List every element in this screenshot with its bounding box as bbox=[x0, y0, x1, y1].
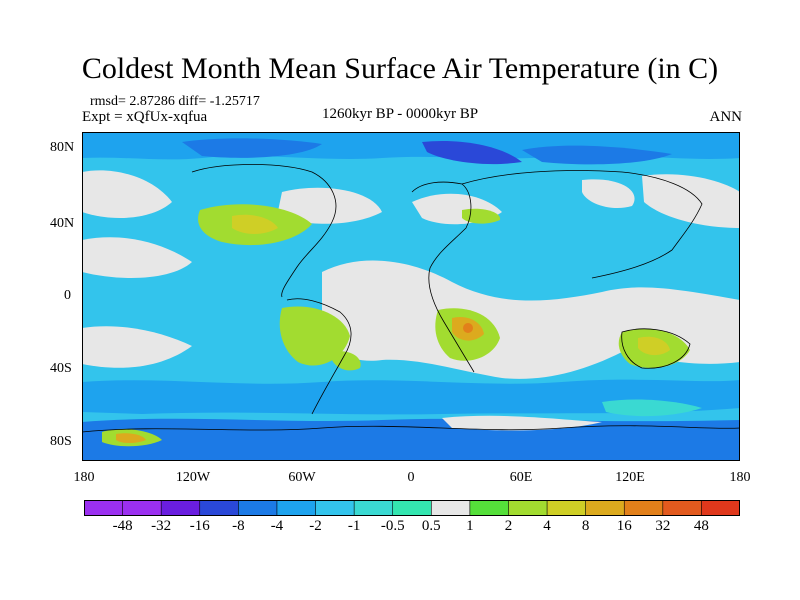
colorbar-swatch bbox=[623, 500, 664, 516]
colorbar-label: 4 bbox=[543, 518, 551, 534]
lat-label-80n: 80N bbox=[50, 140, 75, 155]
colorbar-label: -32 bbox=[151, 518, 172, 534]
lat-label-0: 0 bbox=[64, 288, 71, 303]
colorbar-label: -4 bbox=[270, 518, 284, 534]
africa-warm-field bbox=[435, 308, 500, 361]
coastline-north-america bbox=[191, 164, 337, 298]
colorbar-swatch bbox=[392, 500, 432, 516]
colorbar-frame bbox=[84, 500, 740, 516]
colorbar-swatch bbox=[469, 500, 510, 516]
coastlines bbox=[82, 164, 740, 433]
coastline-south-america bbox=[286, 298, 352, 415]
colorbar-swatch bbox=[160, 500, 201, 516]
lon-label-60e: 60E bbox=[509, 470, 533, 485]
map-frame bbox=[82, 132, 740, 461]
colorbar-label: -16 bbox=[189, 518, 210, 534]
colorbar-label: 2 bbox=[504, 518, 513, 534]
lon-label-0: 0 bbox=[407, 470, 415, 485]
colorbar-label: -2 bbox=[309, 518, 322, 534]
north-america-warm-field bbox=[198, 204, 501, 246]
colorbar-swatch bbox=[701, 500, 740, 516]
north-neutral-field bbox=[82, 170, 740, 228]
southern-ocean-field bbox=[82, 379, 740, 461]
map-title: Coldest Month Mean Surface Air Temperatu… bbox=[81, 52, 719, 85]
lat-label-40n: 40N bbox=[50, 216, 75, 231]
lon-label-60w: 60W bbox=[288, 470, 316, 485]
colorbar-label: -8 bbox=[232, 518, 245, 534]
colorbar-swatch bbox=[84, 500, 124, 516]
coastline-asia bbox=[461, 170, 703, 279]
coastline-antarctica bbox=[82, 425, 740, 433]
colorbar-swatch bbox=[585, 500, 625, 516]
colorbar bbox=[84, 500, 740, 516]
colorbar-label: 48 bbox=[693, 518, 709, 534]
colorbar-swatch bbox=[430, 500, 471, 516]
arctic-field bbox=[82, 132, 740, 165]
colorbar-swatch bbox=[199, 500, 239, 516]
colorbar-swatch bbox=[546, 500, 587, 516]
experiment-text: Expt = xQfUx-xqfua bbox=[82, 109, 208, 125]
africa-hotspot bbox=[463, 323, 473, 333]
temperature-map bbox=[82, 132, 740, 461]
stats-text: rmsd= 2.87286 diff= -1.25717 bbox=[90, 94, 260, 109]
season-text: ANN bbox=[709, 109, 743, 125]
colorbar-label: -48 bbox=[112, 518, 133, 534]
colorbar-swatch bbox=[353, 500, 394, 516]
lon-label-120w: 120W bbox=[175, 470, 211, 485]
colorbar-label: 16 bbox=[616, 518, 632, 534]
colorbar-label: 1 bbox=[466, 518, 474, 534]
period-text: 1260kyr BP - 0000kyr BP bbox=[321, 106, 479, 122]
colorbar-swatch bbox=[508, 500, 548, 516]
colorbar-swatch bbox=[238, 500, 278, 516]
lat-label-40s: 40S bbox=[50, 361, 72, 376]
colorbar-label: -0.5 bbox=[380, 518, 405, 534]
lon-label-180w: 180 bbox=[73, 470, 95, 485]
colorbar-swatch bbox=[315, 500, 355, 516]
lon-label-120e: 120E bbox=[615, 470, 645, 485]
colorbar-swatch bbox=[276, 500, 317, 516]
lon-label-180e: 180 bbox=[729, 470, 751, 485]
australia-warm-field bbox=[618, 328, 690, 368]
coastline-australia bbox=[621, 328, 691, 369]
colorbar-label: 0.5 bbox=[421, 518, 441, 534]
colorbar-label: 8 bbox=[581, 518, 590, 534]
south-america-warm-field bbox=[279, 306, 361, 371]
colorbar-label: -1 bbox=[347, 518, 361, 534]
colorbar-swatch bbox=[662, 500, 703, 516]
coastline-europe-africa bbox=[411, 181, 475, 373]
colorbar-swatch bbox=[122, 500, 162, 516]
lat-label-80s: 80S bbox=[50, 434, 72, 449]
colorbar-label: 32 bbox=[655, 518, 671, 534]
